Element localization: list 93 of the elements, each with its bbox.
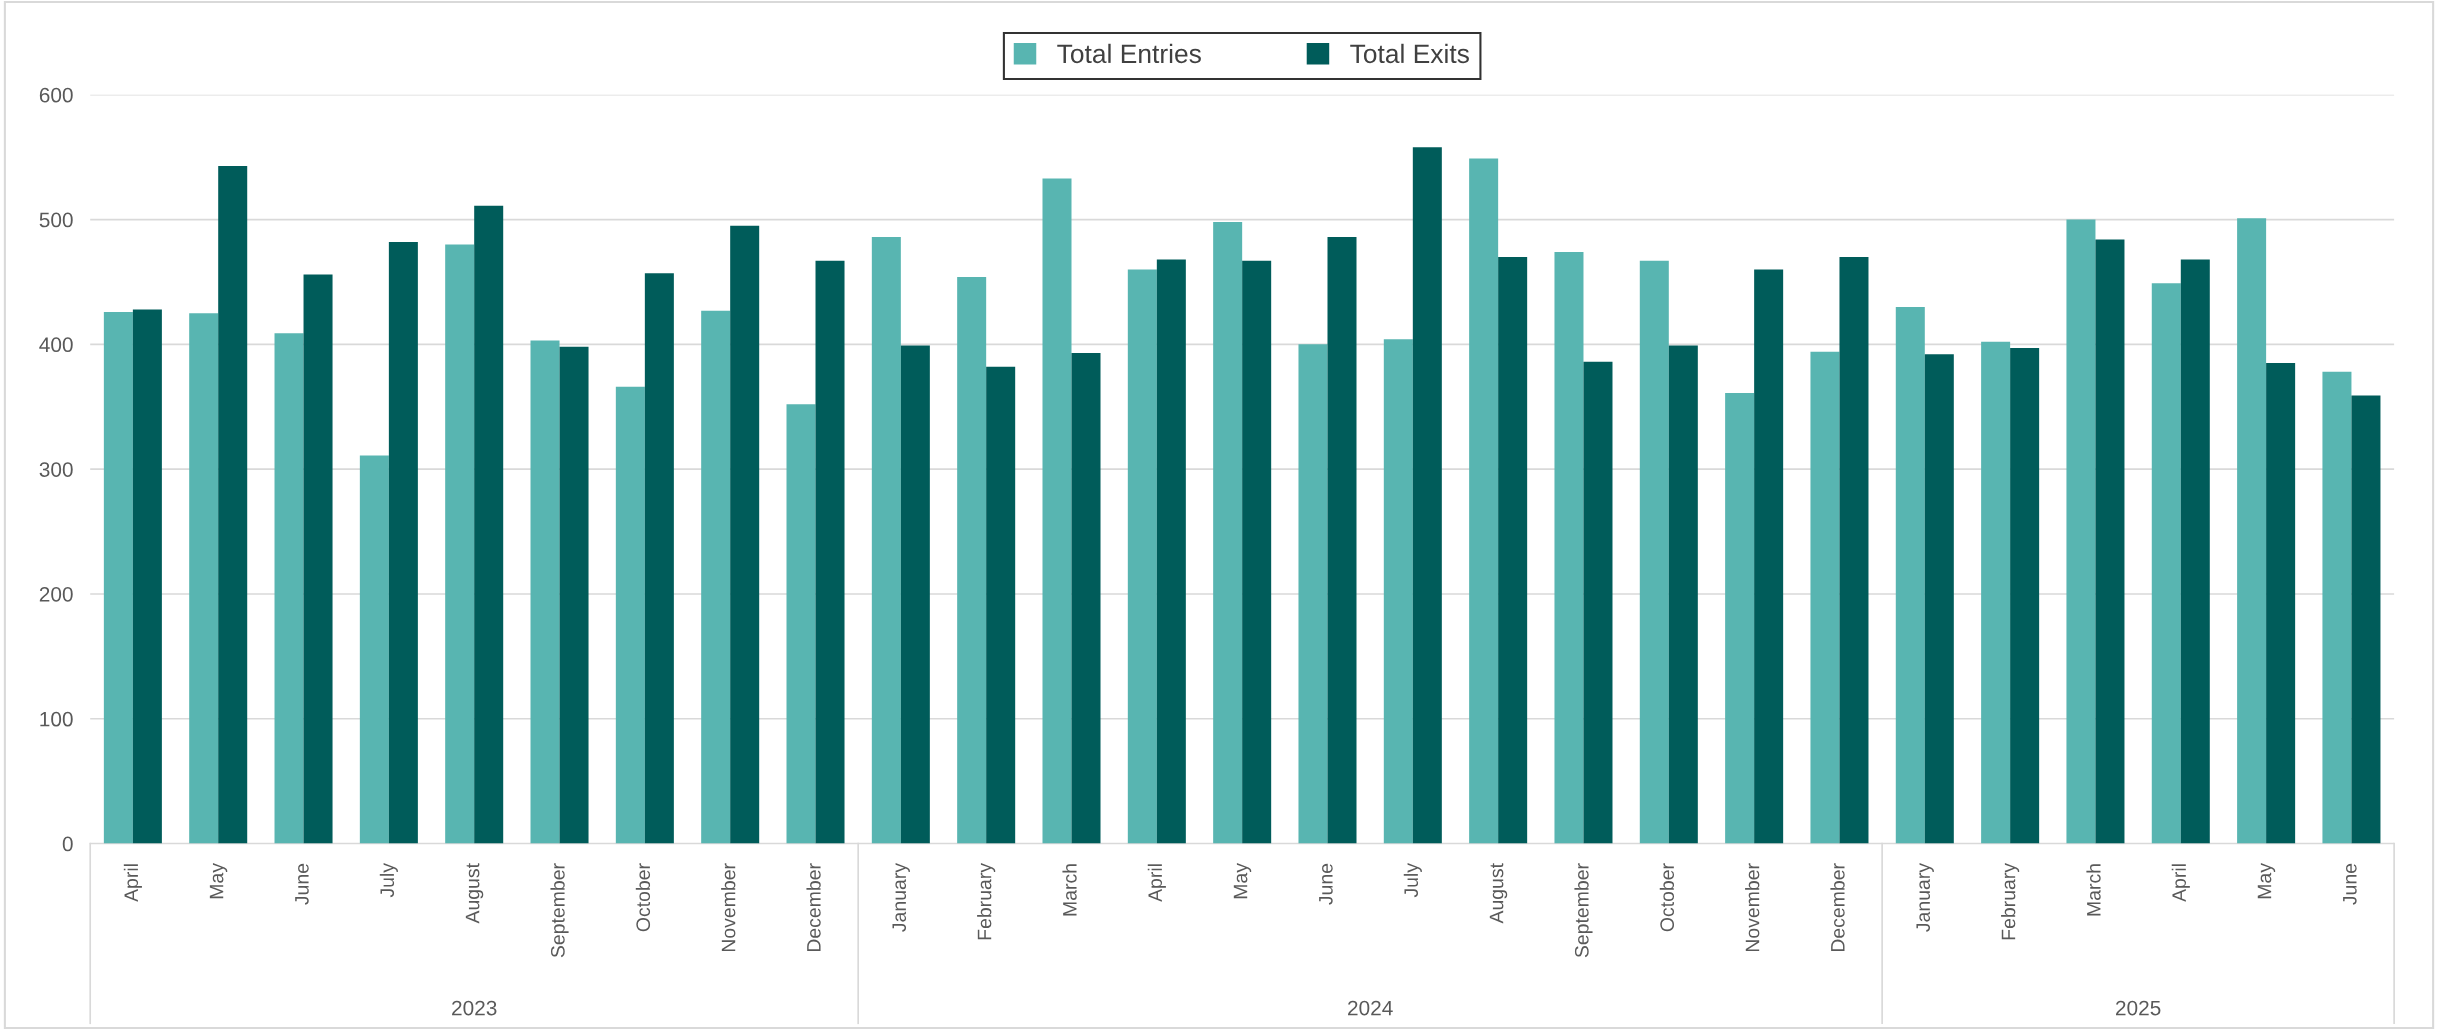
x-tick-label: June — [295, 863, 309, 905]
x-tick-label: July — [379, 863, 398, 898]
legend-label: Total Exits — [1350, 43, 1469, 64]
y-tick-label: 400 — [39, 337, 73, 353]
bar — [1242, 260, 1272, 844]
x-tick-label: January — [892, 863, 910, 932]
bar — [1156, 259, 1186, 844]
y-tick-label: 200 — [39, 586, 73, 602]
bar — [701, 310, 731, 844]
x-tick-label: December — [806, 863, 821, 952]
bar — [2095, 239, 2125, 844]
bar — [1298, 344, 1328, 844]
bar — [303, 274, 333, 844]
bar — [1213, 222, 1243, 844]
x-tick-label: October — [1659, 863, 1675, 932]
x-tick-label: May — [1233, 863, 1252, 899]
x-tick-label: May — [2257, 863, 2276, 899]
bar — [1498, 257, 1528, 844]
y-tick-label: 100 — [40, 711, 73, 727]
x-tick-label: April — [123, 864, 142, 902]
y-tick-label: 500 — [39, 212, 73, 228]
bar — [786, 404, 816, 844]
bar — [274, 333, 304, 844]
text: 2025 — [2116, 1000, 2161, 1016]
bar — [2266, 363, 2296, 844]
text: 2023 — [452, 1000, 497, 1016]
bar — [1895, 306, 1925, 844]
x-tick-label: August — [1489, 863, 1508, 924]
bar — [1725, 393, 1755, 844]
legend-label: Total Entries — [1057, 43, 1201, 64]
x-tick-label: March — [1062, 864, 1077, 916]
bar — [1639, 260, 1669, 844]
bar — [1071, 353, 1101, 844]
y-tick-label: 600 — [39, 87, 73, 103]
bar — [1469, 158, 1499, 844]
bar — [1042, 178, 1072, 844]
y-tick-label: 0 — [62, 836, 73, 852]
bar — [530, 340, 560, 844]
x-tick-label: September — [1574, 863, 1593, 958]
x-tick-label: January — [1916, 863, 1934, 932]
bar — [445, 244, 475, 844]
bar — [1412, 147, 1442, 844]
bar — [2180, 259, 2210, 844]
bar — [388, 242, 418, 844]
bar — [2066, 219, 2096, 844]
x-tick-label: April — [2171, 864, 2190, 902]
bar — [957, 276, 987, 844]
bar — [900, 345, 930, 844]
bar — [2010, 348, 2040, 844]
bar — [2237, 218, 2267, 844]
bar — [1383, 339, 1413, 844]
x-tick-label: November — [1745, 863, 1760, 952]
bar — [559, 346, 589, 844]
bar — [2322, 371, 2352, 844]
bar — [644, 273, 674, 844]
x-tick-label: December — [1830, 863, 1845, 952]
x-tick-label: June — [1319, 863, 1333, 905]
x-tick-label: November — [721, 863, 736, 952]
x-tick-label: February — [977, 863, 996, 940]
bar — [1327, 237, 1357, 844]
bar — [132, 309, 162, 844]
x-tick-label: June — [2343, 863, 2357, 905]
bar — [615, 386, 645, 844]
bar — [1924, 354, 1954, 844]
bar — [730, 225, 760, 844]
bar — [189, 313, 219, 844]
bar — [103, 311, 133, 844]
bar — [218, 165, 248, 844]
x-tick-label: October — [635, 863, 651, 932]
x-tick-label: July — [1403, 863, 1422, 898]
bar — [1554, 252, 1584, 844]
bar — [359, 455, 389, 844]
bar — [871, 237, 901, 844]
x-tick-label: February — [2001, 863, 2020, 940]
bar — [1754, 269, 1784, 844]
y-tick-label: 300 — [39, 462, 73, 477]
bar — [1583, 361, 1613, 844]
bar — [474, 205, 504, 844]
bar — [815, 260, 845, 844]
bar — [1668, 345, 1698, 844]
x-tick-label: May — [209, 863, 228, 899]
bar — [2351, 395, 2381, 844]
bar — [1839, 257, 1869, 844]
x-tick-label: March — [2086, 864, 2101, 916]
bar — [986, 366, 1016, 844]
bar — [1981, 341, 2011, 844]
bar — [2151, 283, 2181, 844]
bar — [1127, 269, 1157, 844]
bar — [1810, 351, 1840, 844]
x-tick-label: August — [465, 863, 484, 924]
x-tick-label: September — [550, 863, 569, 958]
text: 2024 — [1348, 1000, 1393, 1016]
x-tick-label: April — [1147, 864, 1166, 902]
